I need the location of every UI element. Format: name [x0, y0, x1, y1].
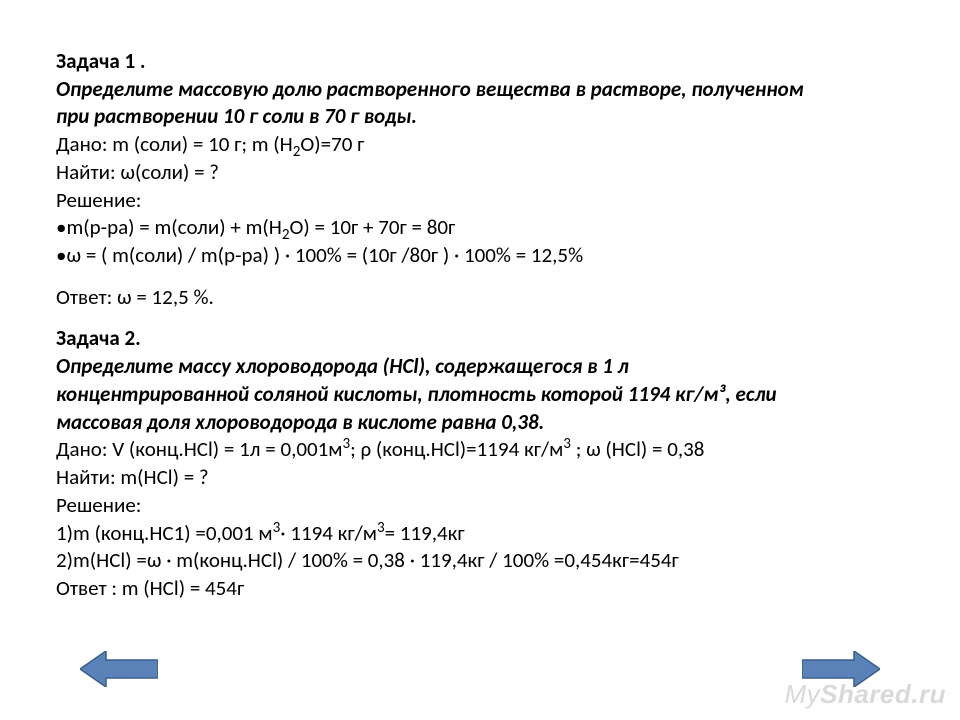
problem-2-solution-label: Решение: [56, 492, 904, 520]
problem-1-title: Задача 1 . [56, 48, 904, 76]
problem-2-given: Дано: V (конц.HCl) = 1л = 0,001м3; ρ (ко… [56, 436, 904, 464]
problem-1-given: Дано: m (соли) = 10 г; m (H2O)=70 г [56, 131, 904, 159]
problem-1-solution-label: Решение: [56, 187, 904, 215]
problem-2-title: Задача 2. [56, 325, 904, 353]
problem-1-step-1: •m(р-ра) = m(соли) + m(H2O) = 10г + 70г … [56, 214, 904, 242]
watermark: MyShared.ru [784, 679, 946, 710]
text: ; ρ (конц.HCl)=1194 кг/м [350, 436, 563, 462]
problem-2-prompt-line-1: Определите массу хлороводорода (HCl), со… [56, 353, 904, 381]
problem-2-prompt-line-3: массовая доля хлороводорода в кислоте ра… [56, 409, 904, 437]
problem-1: Задача 1 . Определите массовую долю раст… [56, 48, 904, 311]
problem-1-find: Найти: ω(соли) = ? [56, 159, 904, 187]
text: ; ω (HCl) = 0,38 [571, 436, 704, 462]
text: •m(р-ра) = m(соли) + m(H [56, 214, 282, 240]
problem-2-prompt-line-2: концентрированной соляной кислоты, плотн… [56, 381, 904, 409]
problem-2-step-1: 1)m (конц.HС1) =0,001 м3· 1194 кг/м3= 11… [56, 520, 904, 548]
watermark-lead: My [784, 679, 820, 709]
watermark-tail: Shared.ru [820, 679, 946, 709]
problem-2-step-2: 2)m(HCl) =ω · m(конц.HCl) / 100% = 0,38 … [56, 547, 904, 575]
problem-2: Задача 2. Определите массу хлороводорода… [56, 325, 904, 602]
text: = 119,4кг [385, 520, 465, 546]
text: Дано: V (конц.HCl) = 1л = 0,001м [56, 436, 342, 462]
superscript: 3 [377, 519, 385, 537]
superscript: 3 [563, 435, 571, 453]
problem-1-prompt-line-1: Определите массовую долю растворенного в… [56, 76, 904, 104]
text: 1)m (конц.HС1) =0,001 м [56, 520, 273, 546]
problem-2-find: Найти: m(HCl) = ? [56, 464, 904, 492]
slide-page: Задача 1 . Определите массовую долю раст… [0, 0, 960, 720]
text: O) = 10г + 70г = 80г [289, 214, 455, 240]
text: O)=70 г [300, 131, 364, 157]
arrow-left-icon [80, 651, 158, 687]
problem-2-answer: Ответ : m (HCl) = 454г [56, 575, 904, 603]
text: · 1194 кг/м [280, 520, 377, 546]
problem-1-answer: Ответ: ω = 12,5 %. [56, 284, 904, 312]
text: Дано: m (соли) = 10 г; m (H [56, 131, 293, 157]
problem-1-prompt-line-2: при растворении 10 г соли в 70 г воды. [56, 103, 904, 131]
prev-button[interactable] [80, 651, 158, 692]
problem-1-step-2: •ω = ( m(соли) / m(р-ра) ) · 100% = (10г… [56, 242, 904, 270]
superscript: 3 [342, 435, 350, 453]
